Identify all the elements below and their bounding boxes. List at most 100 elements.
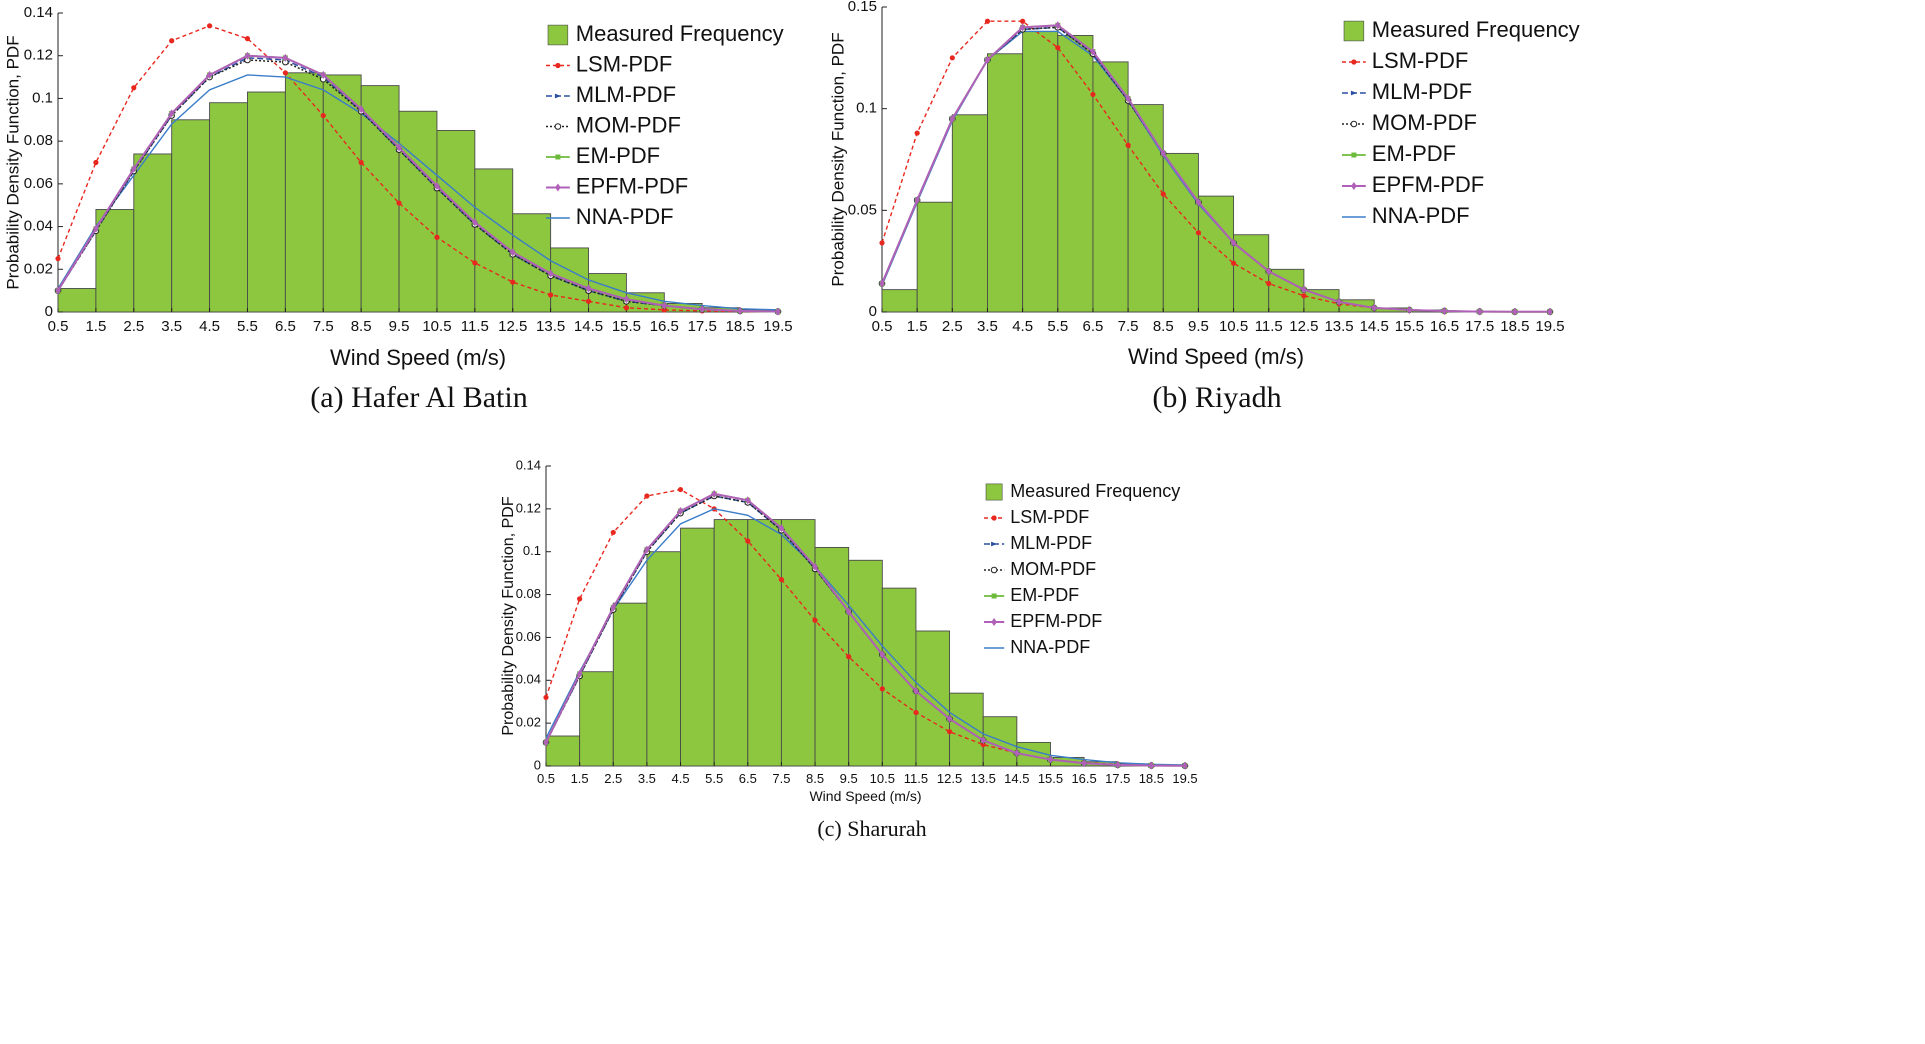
x-tick-label: 0.5	[872, 318, 893, 335]
x-tick-label: 18.5	[726, 318, 755, 335]
bar-measured-frequency	[57, 288, 97, 313]
bar-measured-frequency	[545, 735, 581, 767]
x-tick-label: 8.5	[351, 318, 372, 335]
marker-epfm	[644, 545, 650, 554]
x-tick-label: 14.5	[1360, 318, 1389, 335]
legend-swatch-measured	[1343, 20, 1365, 42]
legend-label: NNA-PDF	[1010, 637, 1090, 657]
marker-epfm	[711, 489, 717, 498]
marker-epfm	[1125, 94, 1131, 103]
bar-measured-frequency	[474, 168, 514, 313]
y-tick-label: 0.1	[32, 89, 53, 106]
x-tick-label: 1.5	[85, 318, 106, 335]
panel-caption: (b) Riyadh	[1152, 381, 1281, 414]
y-tick-label: 0.14	[24, 4, 53, 21]
y-tick-label: 0.14	[516, 457, 541, 472]
x-tick-label: 7.5	[313, 318, 334, 335]
bar-measured-frequency	[612, 602, 648, 767]
series-line-epfm	[57, 54, 779, 313]
x-tick-label: 6.5	[739, 771, 757, 786]
legend-marker-mom	[1350, 120, 1358, 128]
legend-label: LSM-PDF	[1372, 48, 1469, 73]
marker-epfm	[984, 55, 991, 64]
x-tick-label: 13.5	[971, 771, 996, 786]
x-tick-label: 4.5	[671, 771, 689, 786]
x-tick-label: 4.5	[1012, 318, 1033, 335]
legend-label: LSM-PDF	[1010, 507, 1089, 527]
marker-lsm	[169, 38, 175, 44]
x-tick-label: 15.5	[612, 318, 641, 335]
bar-measured-frequency	[133, 153, 173, 313]
marker-lsm	[396, 200, 402, 206]
y-tick-label: 0.04	[24, 218, 53, 235]
chart-panel-a: 0 0.02 0.04 0.06 0.08 0.1 0.12 0.14 0.5 1.5 2.5 3.5…	[3, 4, 792, 414]
marker-epfm	[1336, 297, 1342, 306]
legend-label: Measured Frequency	[1372, 17, 1580, 42]
marker-epfm	[1476, 307, 1483, 316]
marker-epfm	[1081, 759, 1087, 768]
x-tick-label: 14.5	[574, 318, 603, 335]
marker-epfm	[358, 105, 364, 114]
x-tick-label: 7.5	[772, 771, 790, 786]
legend-marker-mlm	[554, 93, 561, 99]
marker-epfm	[543, 738, 549, 747]
legend-swatch-measured	[985, 483, 1003, 501]
bar-measured-frequency	[1268, 268, 1305, 313]
x-tick-label: 7.5	[1118, 318, 1139, 335]
y-tick-label: 0.02	[24, 260, 53, 277]
series-line-epfm	[545, 492, 1186, 767]
x-tick-label: 16.5	[650, 318, 679, 335]
marker-epfm	[1160, 149, 1167, 158]
marker-epfm	[434, 181, 440, 190]
x-tick-label: 5.5	[237, 318, 258, 335]
bar-measured-frequency	[680, 527, 715, 767]
x-tick-label: 6.5	[1083, 318, 1104, 335]
marker-lsm	[1125, 142, 1131, 148]
legend-marker-mom	[554, 123, 562, 130]
y-tick-label: 0.02	[516, 715, 541, 730]
y-tick-label: 0	[45, 303, 53, 320]
bar-measured-frequency	[881, 289, 918, 313]
x-tick-label: 2.5	[123, 318, 144, 335]
y-tick-label: 0	[869, 303, 877, 320]
legend-label: EPFM-PDF	[1010, 611, 1102, 631]
marker-epfm	[914, 196, 920, 205]
marker-epfm	[93, 224, 99, 233]
bar-measured-frequency	[1127, 104, 1164, 313]
y-tick-label: 0.06	[24, 175, 53, 192]
marker-lsm	[879, 240, 885, 246]
marker-epfm	[472, 218, 478, 227]
x-tick-label: 10.5	[422, 318, 451, 335]
marker-lsm	[1301, 293, 1307, 299]
x-tick-label: 9.5	[840, 771, 858, 786]
marker-lsm	[548, 292, 554, 298]
legend-label: NNA-PDF	[576, 204, 674, 229]
x-tick-label: 6.5	[275, 318, 296, 335]
marker-epfm	[509, 248, 516, 257]
bar-measured-frequency	[848, 559, 883, 767]
bar-measured-frequency	[1197, 195, 1235, 313]
x-tick-label: 1.5	[907, 318, 928, 335]
marker-epfm	[576, 669, 583, 678]
bar-measured-frequency	[987, 53, 1024, 313]
marker-epfm	[744, 496, 751, 505]
marker-lsm	[846, 654, 852, 660]
bar-measured-frequency	[1057, 35, 1094, 313]
x-tick-label: 19.5	[1535, 318, 1564, 335]
x-tick-label: 17.5	[1465, 318, 1494, 335]
y-tick-label: 0.12	[516, 500, 541, 515]
bar-measured-frequency	[646, 551, 681, 767]
legend-marker-mlm	[991, 541, 998, 547]
marker-lsm	[610, 529, 616, 536]
marker-lsm	[644, 493, 650, 499]
marker-lsm	[949, 55, 955, 61]
marker-epfm	[130, 164, 137, 173]
x-axis-label: Wind Speed (m/s)	[1128, 344, 1304, 369]
x-tick-label: 18.5	[1139, 771, 1164, 786]
x-tick-label: 16.5	[1430, 318, 1459, 335]
legend: Measured Frequency LSM-PDF MLM-PDF MOM-PDF E…	[984, 481, 1180, 657]
marker-epfm	[320, 70, 327, 79]
series-line-epfm	[881, 24, 1550, 313]
y-tick-label: 0.06	[516, 629, 541, 644]
marker-epfm	[1195, 198, 1202, 207]
